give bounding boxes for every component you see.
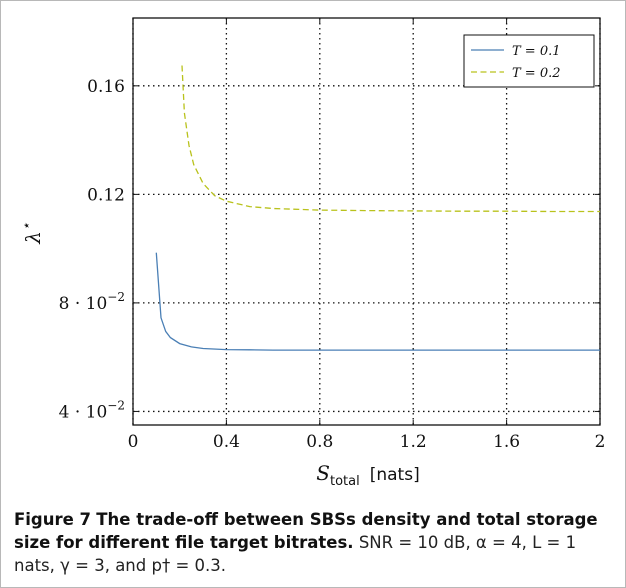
x-tick-label: 0 bbox=[128, 432, 139, 452]
y-tick-label: 8 · 10−2 bbox=[59, 290, 125, 314]
y-tick-label: 0.12 bbox=[87, 185, 125, 205]
x-tick-label: 0.8 bbox=[306, 432, 333, 452]
caption-title: The trade-off between SBSs density and t… bbox=[14, 510, 598, 552]
y-tick-label: 0.16 bbox=[87, 77, 125, 97]
caption-label: Figure 7 bbox=[14, 510, 92, 529]
series-layer bbox=[155, 65, 600, 351]
x-tick-label: 1.2 bbox=[400, 432, 427, 452]
plot-area-border bbox=[132, 17, 601, 426]
chart-svg: 0 0.4 0.8 1.2 1.6 2 4 · 10−2 8 · 10−2 0.12 0.16 T… bbox=[19, 17, 606, 489]
y-tick-label: 4 · 10−2 bbox=[59, 398, 125, 422]
tick-layer: 0 0.4 0.8 1.2 1.6 2 4 · 10−2 8 · 10−2 0.12 0.16 bbox=[59, 18, 606, 452]
x-axis-label: Stotal [nats] bbox=[316, 461, 419, 489]
series-line-2 bbox=[181, 65, 600, 213]
legend-box bbox=[463, 34, 595, 88]
series-line-1 bbox=[155, 252, 600, 351]
legend-label-1: T = 0.1 bbox=[512, 44, 561, 59]
y-axis-label: λ⋆ bbox=[19, 222, 45, 245]
x-tick-label: 2 bbox=[595, 432, 606, 452]
legend: T = 0.1 T = 0.2 bbox=[463, 34, 595, 88]
legend-label-2: T = 0.2 bbox=[512, 66, 561, 81]
x-tick-label: 0.4 bbox=[213, 432, 240, 452]
caption-body: SNR = 10 dB, α = 4, L = 1 nats, γ = 3, a… bbox=[14, 533, 577, 575]
figure-caption: Figure 7 The trade-off between SBSs dens… bbox=[14, 508, 612, 577]
x-tick-label: 1.6 bbox=[493, 432, 520, 452]
